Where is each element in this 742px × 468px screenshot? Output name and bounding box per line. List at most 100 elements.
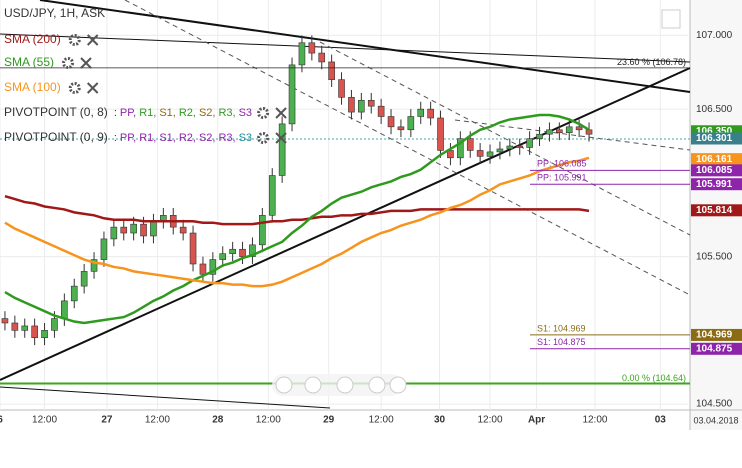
candle-body [556, 129, 563, 134]
date-label: 03.04.2018 [693, 415, 738, 425]
x-tick-label: 03 [655, 415, 667, 426]
candle-body [110, 226, 118, 240]
legend-entry: SMA (100) [4, 80, 61, 94]
zoom-out-button[interactable] [304, 376, 322, 394]
candle-body [546, 129, 553, 135]
candle-body [130, 223, 137, 234]
trend-line [39, 0, 691, 93]
settings-icon[interactable] [62, 57, 75, 69]
x-tick-label: Apr [528, 415, 545, 426]
candle-body [417, 108, 425, 117]
indicator-item: R3, [218, 132, 235, 144]
candle-body [1, 318, 9, 324]
candle-body [536, 133, 543, 139]
trend-line [0, 67, 691, 381]
price-tag-label: 105.814 [696, 205, 733, 216]
candle-body [90, 259, 98, 272]
sma-line [4, 194, 590, 226]
remove-icon[interactable] [275, 132, 287, 144]
price-tag [691, 153, 742, 166]
indicator-name: PIVOTPOINT (0, 8) [4, 105, 108, 119]
indicator-item: PP, [120, 107, 136, 119]
trend-line [0, 386, 331, 409]
candle-body [397, 126, 405, 131]
candle-body [328, 61, 335, 80]
candle-body [348, 97, 355, 113]
indicator-item: PP, [120, 132, 136, 144]
candle-body [21, 325, 29, 331]
price-tag [691, 342, 742, 355]
zoom-in-button[interactable] [368, 376, 386, 394]
candle-body [209, 259, 217, 275]
candle-body [80, 271, 88, 287]
pivot-label: PP: 105.991 [537, 173, 587, 183]
price-tag-label: 106.301 [696, 133, 733, 144]
legend-entry: SMA (55) [4, 55, 54, 69]
indicator-item: S1, [159, 107, 176, 119]
candle-body [199, 263, 207, 275]
candle-body [377, 105, 385, 117]
sma-line [4, 113, 590, 325]
settings-icon[interactable] [68, 82, 81, 94]
price-tag-label: 106.350 [696, 126, 733, 137]
candle-body [367, 99, 375, 107]
pivot-label: S1: 104.875 [537, 337, 586, 347]
scroll-left-button[interactable] [275, 376, 293, 394]
y-tick-label: 105.500 [696, 251, 733, 262]
indicator-item: R1, [139, 132, 156, 144]
remove-icon[interactable] [80, 57, 92, 69]
candle-body [278, 123, 286, 176]
settings-icon[interactable] [257, 107, 270, 119]
x-tick-label: 12:00 [582, 415, 607, 426]
price-tag-label: 104.969 [696, 330, 733, 341]
candle-body [239, 248, 246, 257]
candle-body [41, 330, 48, 339]
zoom-toolbar [272, 374, 407, 396]
settings-icon[interactable] [257, 132, 270, 144]
price-tag-label: 106.161 [696, 154, 733, 165]
x-tick-label: 12:00 [145, 415, 170, 426]
x-tick-label: 12:00 [369, 415, 394, 426]
indicator-item: S2, [199, 132, 216, 144]
remove-icon[interactable] [275, 107, 287, 119]
candle-body [61, 300, 68, 319]
x-tick-label: 29 [323, 415, 335, 426]
candle-body [516, 145, 524, 148]
reset-button[interactable] [336, 376, 354, 394]
candle-body [318, 52, 326, 63]
candle-body [120, 226, 128, 234]
indicator-item: R1, [139, 107, 156, 119]
x-tick-label: 12:00 [32, 415, 57, 426]
candle-body [100, 238, 108, 260]
scroll-right-button[interactable] [389, 376, 407, 394]
indicator-item: S3 [239, 107, 252, 119]
indicator-item: R3, [218, 107, 235, 119]
candle-body [150, 220, 157, 237]
candle-body [249, 244, 256, 257]
legend: USD/JPY, 1H, ASK SMA (200) SMA (55) SMA (1… [4, 6, 287, 144]
settings-icon[interactable] [68, 34, 81, 46]
candle-body [140, 223, 147, 237]
candle-body [219, 253, 227, 260]
y-tick-label: 107.000 [696, 30, 733, 41]
candle-body [585, 129, 593, 135]
candle-body [338, 79, 345, 98]
screenshot-button[interactable] [661, 9, 681, 29]
candle-body [179, 226, 187, 234]
fib-label: 23.60 % (106.78) [617, 57, 686, 67]
candle-body [387, 116, 395, 128]
indicator-item: S3 [239, 132, 252, 144]
candle-body [229, 248, 236, 254]
price-tag-label: 105.991 [696, 179, 733, 190]
remove-icon[interactable] [86, 82, 99, 94]
candle-body [486, 151, 494, 157]
indicator-item: S1, [159, 132, 176, 144]
candle-body [358, 99, 365, 113]
remove-icon[interactable] [86, 34, 99, 46]
price-tag [691, 132, 742, 145]
price-tag [691, 164, 742, 177]
candle-body [466, 138, 474, 151]
candle-body [427, 108, 434, 119]
candle-body [496, 148, 504, 153]
